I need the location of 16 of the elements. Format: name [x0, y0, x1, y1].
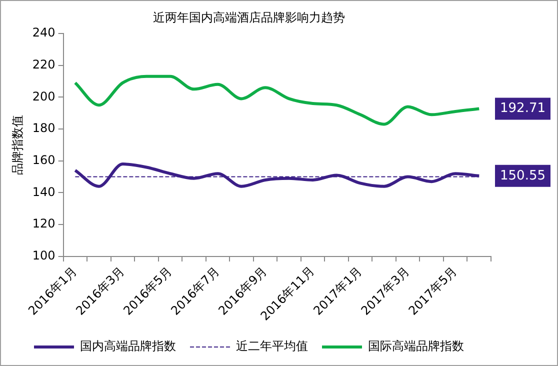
- data-label: 150.55: [500, 168, 546, 184]
- chart-title: 近两年国内高端酒店品牌影响力趋势: [153, 10, 345, 24]
- y-tick-label: 200: [32, 89, 56, 104]
- y-tick-label: 160: [32, 152, 56, 167]
- legend-label: 国内高端品牌指数: [80, 339, 176, 354]
- y-tick-label: 100: [32, 248, 56, 263]
- y-axis-title: 品牌指数值: [10, 114, 24, 175]
- y-tick-label: 180: [32, 121, 56, 136]
- data-label: 192.71: [500, 101, 546, 116]
- y-tick-label: 240: [32, 26, 56, 40]
- legend-label: 国际高端品牌指数: [368, 339, 464, 354]
- y-tick-label: 220: [32, 57, 56, 72]
- y-tick-label: 140: [32, 184, 56, 199]
- legend-label: 近二年平均值: [236, 339, 308, 354]
- line-series: [74, 74, 481, 126]
- y-tick-label: 120: [32, 216, 56, 231]
